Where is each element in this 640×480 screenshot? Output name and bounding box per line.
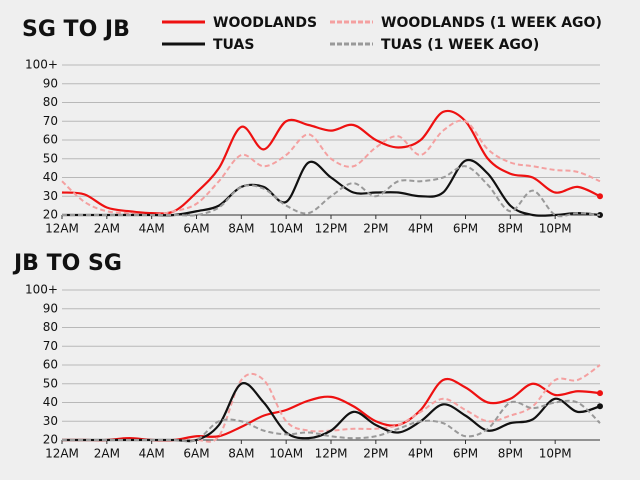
x-tick-label: 6AM [183,222,209,236]
x-tick-label: 2AM [94,222,120,236]
legend-label: WOODLANDS (1 WEEK AGO) [381,15,602,31]
series-line [62,158,601,217]
y-tick-label: 40 [43,395,58,409]
x-tick-label: 10AM [269,447,303,461]
y-tick-label: 50 [43,376,58,390]
x-tick-label: 4AM [139,222,165,236]
y-tick-label: 90 [43,76,58,90]
y-tick-label: 90 [43,301,58,315]
y-tick-label: 60 [43,133,58,147]
series-line [61,109,601,215]
x-tick-label: 12AM [45,447,79,461]
y-tick-label: 60 [43,358,58,372]
x-tick-label: 10AM [269,222,303,236]
y-tick-label: 30 [43,189,58,203]
y-tick-label: 30 [43,414,58,428]
y-tick-label: 20 [43,208,58,222]
legend-label: TUAS [213,37,254,53]
series-line [61,119,601,217]
x-tick-label: 6PM [453,447,478,461]
x-tick-label: 8AM [228,447,254,461]
x-tick-label: 12AM [45,222,79,236]
x-tick-label: 12PM [315,447,348,461]
x-tick-label: 8PM [498,222,523,236]
y-tick-label: 80 [43,95,58,109]
end-point [597,390,603,397]
x-tick-label: 12PM [315,222,348,236]
series-line [62,399,601,443]
x-tick-label: 6PM [453,222,478,236]
y-tick-label: 70 [43,339,58,353]
x-tick-label: 8PM [498,447,523,461]
y-tick-label: 40 [43,170,58,184]
y-tick-label: 100+ [25,58,58,72]
x-tick-label: 10PM [539,447,572,461]
y-tick-label: 20 [43,433,58,447]
series-line [62,165,601,218]
chart-title: SG TO JB [22,17,130,42]
end-point [597,193,603,200]
y-tick-label: 80 [43,320,58,334]
x-tick-label: 2PM [363,447,388,461]
x-tick-label: 8AM [228,222,254,236]
y-tick-label: 50 [43,151,58,165]
x-tick-label: 10PM [539,222,572,236]
x-tick-label: 2PM [363,222,388,236]
x-tick-label: 2AM [94,447,120,461]
y-tick-label: 100+ [25,283,58,297]
end-point [597,403,603,410]
y-tick-label: 70 [43,114,58,128]
x-tick-label: 4PM [408,447,433,461]
x-tick-label: 4PM [408,222,433,236]
legend-label: TUAS (1 WEEK AGO) [381,37,539,53]
x-tick-label: 6AM [183,447,209,461]
legend-label: WOODLANDS [213,15,317,31]
x-tick-label: 4AM [139,447,165,461]
chart-title: JB TO SG [12,251,122,276]
